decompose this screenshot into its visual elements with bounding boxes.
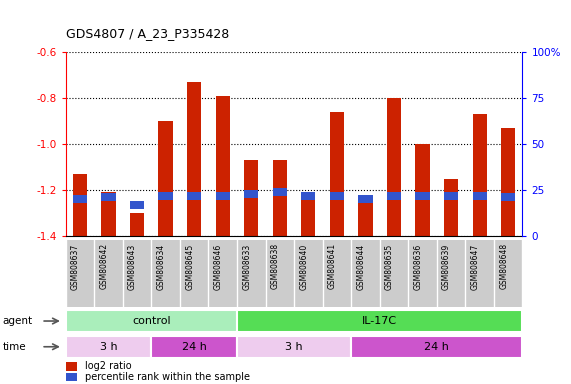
- Bar: [473, 114, 486, 236]
- Bar: [473, 192, 486, 200]
- Bar: [151, 336, 237, 358]
- Bar: [416, 192, 430, 200]
- Bar: [301, 192, 315, 200]
- Bar: [359, 195, 372, 236]
- Bar: [444, 179, 458, 236]
- Bar: [130, 201, 144, 209]
- Text: IL-17C: IL-17C: [362, 316, 397, 326]
- Bar: [216, 96, 230, 236]
- Bar: [301, 192, 315, 236]
- Text: 24 h: 24 h: [182, 342, 207, 352]
- Bar: [102, 194, 116, 202]
- Bar: [387, 98, 401, 236]
- Bar: [216, 192, 230, 200]
- Bar: [159, 192, 173, 200]
- Bar: [351, 336, 522, 358]
- Bar: [501, 194, 515, 202]
- Bar: [244, 160, 258, 236]
- Bar: [187, 82, 202, 236]
- Text: GSM808636: GSM808636: [413, 243, 423, 290]
- Text: GSM808641: GSM808641: [328, 243, 337, 290]
- Bar: [66, 372, 77, 381]
- Text: GSM808639: GSM808639: [442, 243, 451, 290]
- Text: GSM808643: GSM808643: [128, 243, 137, 290]
- Text: 3 h: 3 h: [286, 342, 303, 352]
- Text: log2 ratio: log2 ratio: [85, 361, 131, 371]
- Text: GSM808640: GSM808640: [299, 243, 308, 290]
- Text: agent: agent: [3, 316, 33, 326]
- Text: percentile rank within the sample: percentile rank within the sample: [85, 372, 250, 382]
- Bar: [237, 336, 351, 358]
- Bar: [387, 192, 401, 200]
- Text: GSM808642: GSM808642: [99, 243, 108, 290]
- Bar: [330, 192, 344, 200]
- Bar: [102, 192, 116, 236]
- Text: GSM808648: GSM808648: [499, 243, 508, 290]
- Text: GSM808647: GSM808647: [471, 243, 480, 290]
- Text: control: control: [132, 316, 171, 326]
- Text: GSM808646: GSM808646: [214, 243, 223, 290]
- Text: GSM808644: GSM808644: [356, 243, 365, 290]
- Text: GSM808645: GSM808645: [185, 243, 194, 290]
- Bar: [66, 336, 151, 358]
- Bar: [66, 310, 237, 332]
- Bar: [187, 192, 202, 200]
- Bar: [159, 121, 173, 236]
- Bar: [501, 128, 515, 236]
- Bar: [416, 144, 430, 236]
- Bar: [73, 174, 87, 236]
- Bar: [244, 190, 258, 198]
- Text: GSM808635: GSM808635: [385, 243, 394, 290]
- Text: 24 h: 24 h: [424, 342, 449, 352]
- Text: GDS4807 / A_23_P335428: GDS4807 / A_23_P335428: [66, 27, 229, 40]
- Bar: [237, 310, 522, 332]
- Bar: [130, 213, 144, 236]
- Bar: [444, 192, 458, 200]
- Bar: [273, 160, 287, 236]
- Text: GSM808637: GSM808637: [71, 243, 80, 290]
- Text: time: time: [3, 342, 26, 352]
- Bar: [73, 195, 87, 204]
- Text: GSM808638: GSM808638: [271, 243, 280, 290]
- Bar: [330, 112, 344, 236]
- Bar: [359, 195, 372, 204]
- Text: 3 h: 3 h: [100, 342, 117, 352]
- Text: GSM808633: GSM808633: [242, 243, 251, 290]
- Bar: [273, 188, 287, 196]
- Text: GSM808634: GSM808634: [156, 243, 166, 290]
- Bar: [66, 362, 77, 371]
